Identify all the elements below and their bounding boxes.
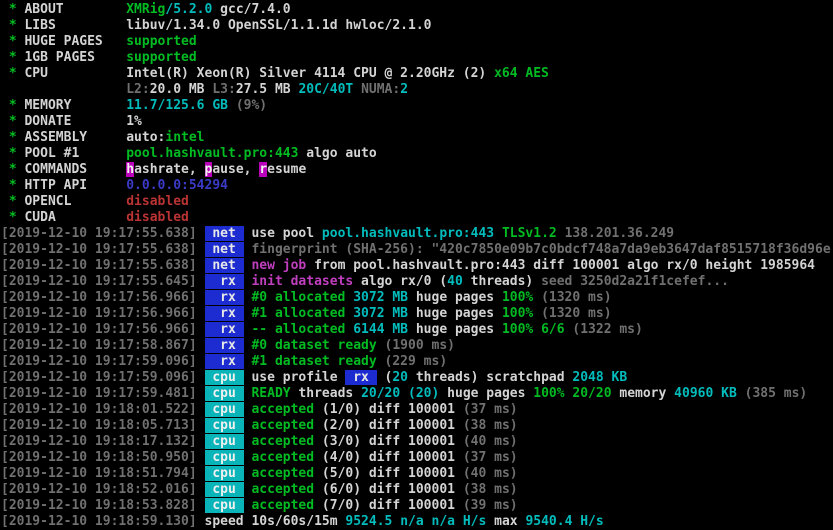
log-line-alloc-0: [2019-12-10 19:17:56.966] rx #0 allocate… [1, 290, 612, 305]
log-line-init-datasets: [2019-12-10 19:17:55.645] rx init datase… [1, 274, 729, 289]
log-line-speed: [2019-12-10 19:18:59.130] speed 10s/60s/… [1, 514, 604, 529]
header-line-cpu-cache: L2:20.0 MB L3:27.5 MB 20C/40T NUMA:2 [126, 82, 409, 97]
log-line-accepted-6: [2019-12-10 19:18:52.016] cpu accepted (… [1, 482, 518, 497]
log-line-accepted-2: [2019-12-10 19:18:05.713] cpu accepted (… [1, 418, 518, 433]
header-line-assembly: * ASSEMBLY auto:intel [1, 130, 205, 145]
log-line-ready-threads: [2019-12-10 19:17:59.481] cpu READY thre… [1, 386, 808, 401]
log-line-accepted-5: [2019-12-10 19:18:51.794] cpu accepted (… [1, 466, 518, 481]
header-line-libs: * LIBS libuv/1.34.0 OpenSSL/1.1.1d hwloc… [1, 18, 432, 33]
header-line-commands: * COMMANDS hashrate, pause, resume [1, 162, 307, 177]
log-line-fingerprint: [2019-12-10 19:17:55.638] net fingerprin… [1, 242, 831, 257]
log-line-accepted-1: [2019-12-10 19:18:01.522] cpu accepted (… [1, 402, 518, 417]
header-line-http-api: * HTTP API 0.0.0.0:54294 [1, 178, 228, 193]
header-line-huge-pages: * HUGE PAGES supported [1, 34, 197, 49]
log-line-new-job: [2019-12-10 19:17:55.638] net new job fr… [1, 258, 815, 273]
header-line-1gb-pages: * 1GB PAGES supported [1, 50, 197, 65]
log-line-use-profile: [2019-12-10 19:17:59.096] cpu use profil… [1, 370, 628, 385]
log-line-alloc-total: [2019-12-10 19:17:56.966] rx -- allocate… [1, 322, 643, 337]
log-line-dataset-ready-1: [2019-12-10 19:17:59.096] rx #1 dataset … [1, 354, 448, 369]
log-line-accepted-7: [2019-12-10 19:18:53.828] cpu accepted (… [1, 498, 518, 513]
log-line-accepted-4: [2019-12-10 19:18:50.950] cpu accepted (… [1, 450, 518, 465]
header-line-opencl: * OPENCL disabled [1, 194, 189, 209]
log-line-accepted-3: [2019-12-10 19:18:17.132] cpu accepted (… [1, 434, 518, 449]
log-line-alloc-1: [2019-12-10 19:17:56.966] rx #1 allocate… [1, 306, 612, 321]
header-line-cuda: * CUDA disabled [1, 210, 189, 225]
header-line-donate: * DONATE 1% [1, 114, 142, 129]
header-line-pool: * POOL #1 pool.hashvault.pro:443 algo au… [1, 146, 377, 161]
log-line-dataset-ready-0: [2019-12-10 19:17:58.867] rx #0 dataset … [1, 338, 455, 353]
log-line-use-pool: [2019-12-10 19:17:55.638] net use pool p… [1, 226, 675, 241]
header-line-memory: * MEMORY 11.7/125.6 GB (9%) [1, 98, 268, 113]
header-line-about: * ABOUT XMRig/5.2.0 gcc/7.4.0 [1, 2, 291, 17]
header-line-cpu: * CPU Intel(R) Xeon(R) Silver 4114 CPU @… [1, 66, 549, 81]
